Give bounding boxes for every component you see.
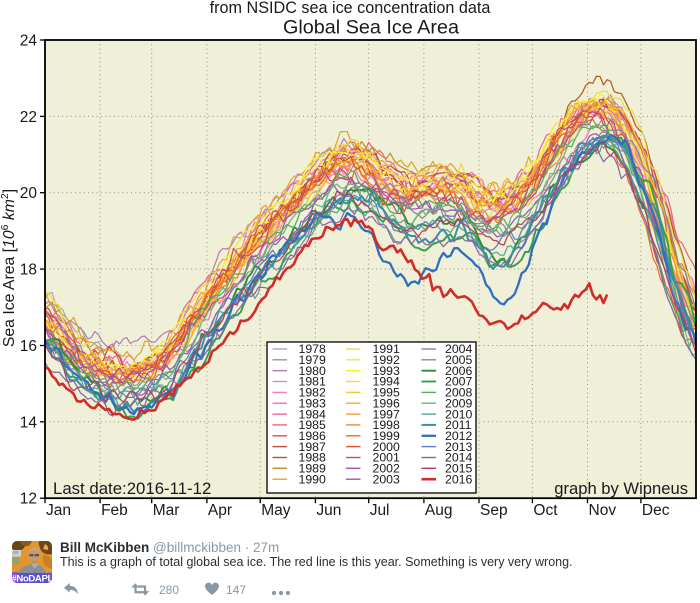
- svg-text:Mar: Mar: [153, 502, 180, 519]
- svg-text:1979: 1979: [299, 353, 327, 367]
- svg-text:1998: 1998: [373, 418, 401, 432]
- svg-text:1982: 1982: [299, 386, 327, 400]
- svg-text:2012: 2012: [445, 429, 473, 443]
- svg-text:18: 18: [20, 262, 37, 279]
- svg-text:Aug: Aug: [425, 502, 453, 519]
- svg-text:Last date:2016-11-12: Last date:2016-11-12: [53, 479, 211, 498]
- svg-text:1989: 1989: [299, 462, 327, 476]
- svg-text:2000: 2000: [373, 440, 401, 454]
- svg-text:Feb: Feb: [101, 502, 128, 519]
- svg-text:Jul: Jul: [370, 502, 390, 519]
- svg-text:Oct: Oct: [533, 502, 558, 519]
- svg-text:2006: 2006: [445, 364, 473, 378]
- svg-text:Jun: Jun: [316, 502, 341, 519]
- svg-text:Global Sea Ice Area: Global Sea Ice Area: [283, 17, 459, 39]
- svg-text:2010: 2010: [445, 407, 473, 421]
- svg-text:1994: 1994: [373, 375, 401, 389]
- svg-text:1990: 1990: [299, 472, 327, 486]
- svg-text:2016: 2016: [445, 472, 473, 486]
- svg-text:1999: 1999: [373, 429, 401, 443]
- svg-text:graph by Wipneus: graph by Wipneus: [554, 479, 688, 498]
- svg-text:1995: 1995: [373, 386, 401, 400]
- svg-text:1992: 1992: [373, 353, 401, 367]
- svg-text:2014: 2014: [445, 451, 473, 465]
- svg-text:1983: 1983: [299, 396, 327, 410]
- svg-text:Apr: Apr: [208, 502, 232, 519]
- svg-text:1986: 1986: [299, 429, 327, 443]
- svg-text:20: 20: [20, 185, 38, 202]
- svg-text:2009: 2009: [445, 396, 473, 410]
- svg-text:22: 22: [20, 109, 37, 126]
- svg-text:2001: 2001: [373, 451, 401, 465]
- svg-text:from NSIDC sea ice concentrati: from NSIDC sea ice concentration data: [210, 0, 491, 17]
- svg-text:2002: 2002: [373, 462, 401, 476]
- svg-text:Jan: Jan: [46, 502, 71, 519]
- svg-text:1984: 1984: [299, 407, 327, 421]
- svg-text:1991: 1991: [373, 342, 401, 356]
- svg-text:1981: 1981: [299, 375, 327, 389]
- svg-text:2005: 2005: [445, 353, 473, 367]
- svg-text:2003: 2003: [373, 472, 401, 486]
- svg-text:Sea Ice Area [106 km2]: Sea Ice Area [106 km2]: [0, 189, 18, 347]
- svg-text:2013: 2013: [445, 440, 473, 454]
- svg-text:1985: 1985: [299, 418, 327, 432]
- svg-text:16: 16: [20, 338, 37, 355]
- svg-text:1993: 1993: [373, 364, 401, 378]
- svg-text:1997: 1997: [373, 407, 401, 421]
- svg-text:2004: 2004: [445, 342, 473, 356]
- svg-text:1996: 1996: [373, 396, 401, 410]
- svg-text:1980: 1980: [299, 364, 327, 378]
- svg-text:14: 14: [20, 414, 38, 431]
- svg-text:May: May: [261, 502, 291, 519]
- svg-text:2008: 2008: [445, 386, 473, 400]
- svg-text:2007: 2007: [445, 375, 473, 389]
- svg-text:Nov: Nov: [589, 502, 617, 519]
- svg-text:24: 24: [20, 33, 38, 50]
- svg-text:1988: 1988: [299, 451, 327, 465]
- svg-text:12: 12: [20, 491, 37, 508]
- svg-text:2015: 2015: [445, 462, 473, 476]
- svg-text:1987: 1987: [299, 440, 327, 454]
- svg-text:#NoDAPL: #NoDAPL: [12, 574, 52, 583]
- svg-text:Sep: Sep: [480, 502, 508, 519]
- svg-text:Dec: Dec: [642, 502, 670, 519]
- svg-text:1978: 1978: [299, 342, 327, 356]
- svg-text:2011: 2011: [445, 418, 472, 432]
